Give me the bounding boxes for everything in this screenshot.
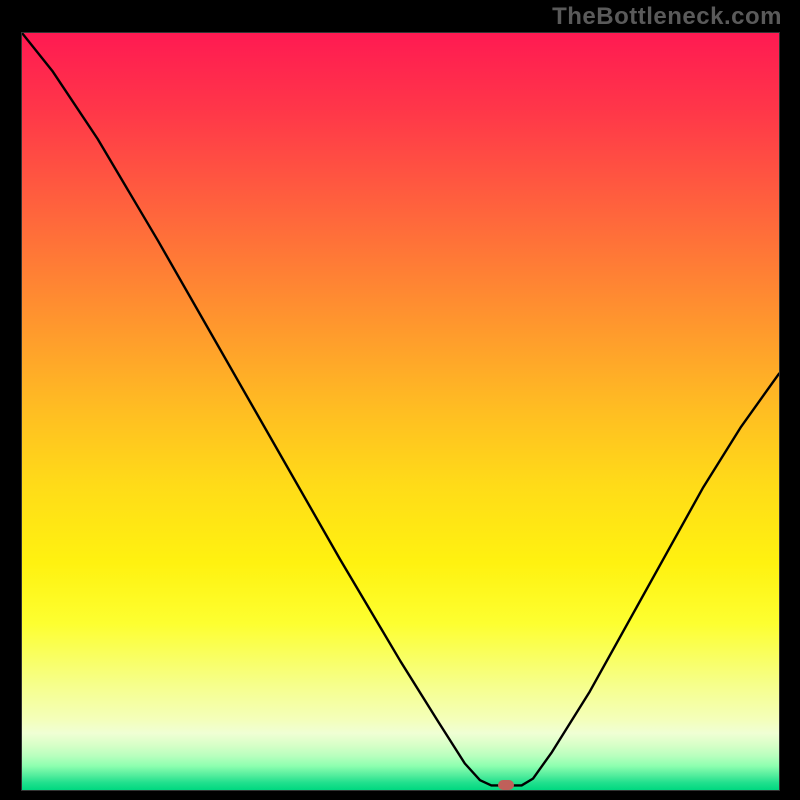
- optimal-point-marker: [498, 780, 514, 790]
- plot-area: [21, 32, 780, 791]
- chart-frame: TheBottleneck.com: [0, 0, 800, 800]
- watermark-text: TheBottleneck.com: [552, 3, 782, 31]
- bottleneck-curve: [22, 33, 779, 790]
